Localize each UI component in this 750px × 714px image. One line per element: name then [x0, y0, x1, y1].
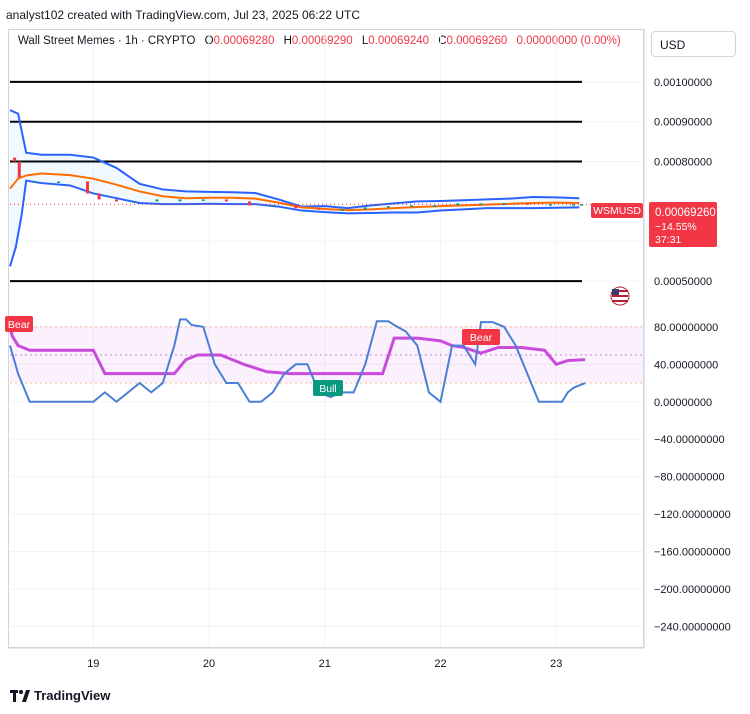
- y-tick-label-osc: 0.00000000: [654, 397, 712, 409]
- price-tag-countdown: 37:31: [655, 234, 681, 246]
- y-tick-label-osc: −80.00000000: [654, 472, 725, 484]
- candle: [224, 199, 228, 202]
- y-tick-label-price: 0.00100000: [654, 77, 712, 89]
- y-tick-label-osc: 40.00000000: [654, 359, 718, 371]
- bull-label-text: Bull: [319, 383, 337, 395]
- stoch-fast-line: [9, 318, 586, 404]
- candle: [114, 199, 118, 202]
- y-tick-label-osc: 80.00000000: [654, 322, 718, 334]
- price-pane: [9, 80, 643, 283]
- candle: [57, 181, 61, 183]
- y-tick-label-osc: −160.00000000: [654, 547, 731, 559]
- candle: [97, 193, 101, 200]
- candle: [410, 205, 414, 207]
- low-label: L: [361, 35, 369, 47]
- y-tick-label-osc: −40.00000000: [654, 434, 725, 446]
- band-fill: [10, 110, 580, 267]
- candle: [456, 203, 460, 206]
- bear-label-left: Bear: [5, 316, 33, 332]
- candle: [479, 203, 483, 205]
- price-tag-bg: [649, 202, 717, 247]
- candle: [178, 199, 182, 202]
- chart-credit: analyst102 created with TradingView.com,…: [6, 8, 360, 22]
- price-tag-value: 0.00069260: [655, 207, 716, 219]
- candle: [17, 161, 21, 178]
- close-label: C: [438, 35, 447, 47]
- lower-band-line: [9, 179, 580, 267]
- y-tick-label-price: 0.00080000: [654, 157, 712, 169]
- candle: [340, 209, 344, 211]
- bear-label-left-text: Bear: [8, 319, 31, 331]
- candle: [317, 208, 321, 210]
- ticker-tag-bg: [591, 203, 643, 218]
- open-value: 0.00069280: [213, 35, 275, 47]
- x-tick-label: 23: [550, 658, 562, 670]
- candle: [580, 204, 584, 206]
- us-flag-icon: [610, 286, 630, 306]
- high-value: 0.00069290: [291, 35, 353, 47]
- candle: [548, 204, 552, 206]
- y-tick-label-price: 0.00090000: [654, 117, 712, 129]
- candle: [363, 207, 367, 210]
- close-value: 0.00069260: [446, 35, 508, 47]
- y-tick-label-osc: −120.00000000: [654, 509, 731, 521]
- change-value: 0.00000000 (0.00%): [516, 35, 621, 47]
- candle: [86, 181, 90, 194]
- bear-label-right-text: Bear: [470, 332, 493, 344]
- x-tick-label: 19: [87, 658, 99, 670]
- y-tick-label-osc: −200.00000000: [654, 584, 731, 596]
- y-tick-label-osc: −240.00000000: [654, 621, 731, 633]
- bear-label-right: Bear: [462, 329, 500, 345]
- candle: [271, 205, 275, 207]
- ticker-tag: WSMUSD: [593, 205, 641, 217]
- candle: [502, 203, 506, 205]
- tradingview-footer[interactable]: TradingView: [10, 688, 110, 703]
- candle: [294, 205, 298, 209]
- candle: [33, 181, 37, 183]
- price-tag-change: −14.55%: [655, 221, 697, 233]
- y-tick-label-price: 0.00050000: [654, 276, 712, 288]
- high-label: H: [283, 35, 292, 47]
- tradingview-logo-icon: [10, 689, 30, 702]
- axes: 19 20 21 22 23 0.00100000 0.00090000 0.00080000…: [8, 29, 731, 670]
- candle: [132, 201, 136, 203]
- candle: [572, 204, 576, 206]
- bull-label: Bull: [313, 380, 343, 396]
- footer-brand: TradingView: [34, 688, 111, 703]
- basis-line: [9, 172, 580, 212]
- candle: [13, 157, 17, 162]
- x-tick-label: 21: [319, 658, 331, 670]
- upper-band-line: [9, 109, 580, 210]
- ohlc-legend: Wall Street Memes · 1h · CRYPTO O0.00069…: [18, 35, 621, 47]
- symbol-label[interactable]: Wall Street Memes · 1h · CRYPTO: [18, 35, 196, 47]
- x-tick-label: 20: [203, 658, 215, 670]
- currency-button[interactable]: USD: [651, 31, 736, 57]
- candle: [525, 203, 529, 205]
- stoch-slow-line: [8, 326, 586, 376]
- x-tick-label: 22: [434, 658, 446, 670]
- low-value: 0.00069240: [368, 35, 430, 47]
- candle: [201, 199, 205, 201]
- candle: [248, 201, 252, 206]
- candle: [155, 199, 159, 202]
- candle: [386, 206, 390, 208]
- price-tags: WSMUSD 0.00069260 −14.55% 37:31 Bear Bul…: [5, 202, 717, 396]
- candle: [433, 205, 437, 207]
